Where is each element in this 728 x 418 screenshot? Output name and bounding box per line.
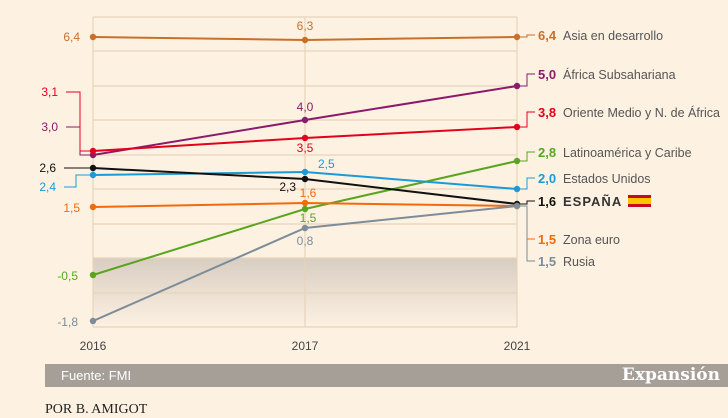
- spain-flag-stripe: [628, 198, 651, 204]
- data-point: [301, 205, 309, 213]
- data-point: [301, 116, 309, 124]
- label-connector: [66, 91, 93, 152]
- data-label: 2,6: [39, 161, 56, 175]
- end-value-label: 1,5: [538, 254, 556, 269]
- label-connector: [517, 151, 535, 162]
- data-label: 1,6: [300, 186, 317, 200]
- x-tick-label: 2021: [504, 339, 531, 353]
- data-label: -0,5: [57, 269, 78, 283]
- data-point: [89, 33, 97, 41]
- label-connector: [517, 34, 535, 38]
- label-connector: [64, 174, 93, 188]
- label-connector: [517, 111, 535, 128]
- data-label: 2,5: [318, 157, 335, 171]
- end-value-label: 1,6: [538, 194, 556, 209]
- data-label: 1,5: [63, 201, 80, 215]
- series-name-label: ESPAÑA: [563, 194, 622, 209]
- data-label: 2,3: [279, 180, 296, 194]
- data-point: [301, 36, 309, 44]
- label-connector: [517, 177, 535, 190]
- end-value-label: 2,8: [538, 145, 556, 160]
- brand-logo: Expansión: [621, 365, 720, 385]
- series-name-label: Rusia: [563, 255, 595, 269]
- data-point: [301, 134, 309, 142]
- data-label: 2,4: [39, 180, 56, 194]
- data-label: 3,0: [41, 120, 58, 134]
- label-connector: [517, 205, 535, 240]
- data-point: [89, 317, 97, 325]
- series-name-label: Latinoamérica y Caribe: [563, 146, 692, 160]
- line-chart: 2016 2017 2021 6,4 6,3 6,4 Asia en desarrollo 3…: [39, 16, 720, 353]
- series-name-label: Oriente Medio y N. de África: [563, 105, 720, 120]
- x-tick-label: 2016: [80, 339, 107, 353]
- data-point: [301, 175, 309, 183]
- data-point: [89, 203, 97, 211]
- data-label: 6,3: [297, 19, 314, 33]
- data-point: [301, 199, 309, 207]
- series-name-label: Asia en desarrollo: [563, 29, 663, 43]
- data-label: 4,0: [297, 100, 314, 114]
- data-label: 3,5: [297, 141, 314, 155]
- label-connector: [517, 205, 535, 262]
- series-name-label: África Subsahariana: [563, 67, 676, 82]
- end-value-label: 2,0: [538, 171, 556, 186]
- end-value-label: 3,8: [538, 105, 556, 120]
- data-point: [301, 224, 309, 232]
- data-label: 3,1: [41, 85, 58, 99]
- series-name-label: Zona euro: [563, 233, 620, 247]
- data-label: -1,8: [57, 315, 78, 329]
- label-connector: [517, 73, 535, 87]
- data-label: 6,4: [63, 30, 80, 44]
- series-name-label: Estados Unidos: [563, 172, 651, 186]
- end-value-label: 5,0: [538, 67, 556, 82]
- data-label: 0,8: [297, 234, 314, 248]
- x-tick-label: 2017: [292, 339, 319, 353]
- source-note: Fuente: FMI: [61, 368, 132, 383]
- byline: POR B. AMIGOT: [45, 402, 148, 417]
- footer-bar: Fuente: FMI Expansión: [45, 364, 728, 387]
- end-value-label: 1,5: [538, 232, 556, 247]
- label-connector: [517, 200, 535, 205]
- data-point: [89, 271, 97, 279]
- data-label: 1,5: [300, 211, 317, 225]
- end-value-label: 6,4: [538, 28, 557, 43]
- data-point: [301, 168, 309, 176]
